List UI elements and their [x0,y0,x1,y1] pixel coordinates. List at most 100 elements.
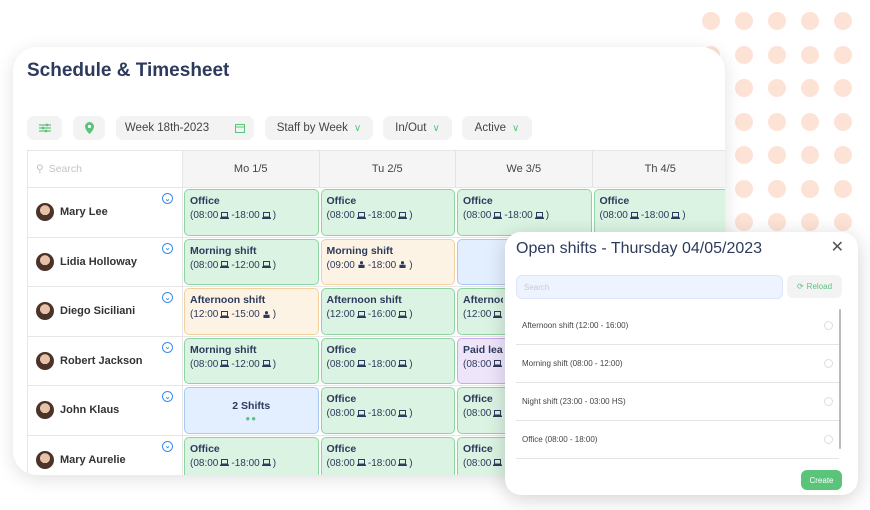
shift-block[interactable]: Office (08:00-18:00) [320,387,455,434]
staff-name-cell: Diego Siciliani ⌄ [27,287,183,336]
inout-select[interactable]: In/Out ∨ [383,116,452,140]
shift-cell[interactable]: Office (08:00-18:00) [456,188,593,237]
shift-block[interactable]: Afternoon shift (12:00-16:00) [320,288,455,335]
shift-time: (08:00-18:00) [190,457,277,469]
person-icon [358,261,365,269]
staff-name: Mary Lee [60,206,108,219]
decor-dot [801,179,819,198]
shift-cell[interactable]: Office (08:00-18:00) [320,337,457,386]
decor-dot [801,45,819,64]
shift-cell[interactable]: Morning shift (09:00 -18:00) [320,238,457,287]
calendar-icon [235,124,246,133]
shift-cell[interactable]: Office (08:00-18:00) [183,436,320,475]
expand-chevron-icon[interactable]: ⌄ [162,391,173,402]
staff-name: Diego Siciliani [60,305,136,318]
open-shift-item[interactable]: Night shift (23:00 - 03:00 HS) [516,383,839,421]
shift-cell[interactable]: Morning shift (08:00 -12:00) [183,337,320,386]
laptop-icon [493,459,503,467]
decor-dot [834,213,852,231]
shift-title: Office [190,195,220,207]
shift-block[interactable]: Office (08:00-18:00) [593,189,725,236]
shift-block[interactable]: Office (08:00-18:00) [320,189,455,236]
decor-dot [735,179,753,198]
shift-block[interactable]: Morning shift (09:00 -18:00) [320,238,455,285]
shift-title: Office [326,195,357,207]
shift-cell[interactable]: Office (08:00-18:00) [320,188,457,237]
laptop-icon [261,360,271,368]
radio-button[interactable] [824,397,833,406]
shift-cell[interactable]: Afternoon shift (12:00 -15:00) [183,287,320,336]
shift-block[interactable]: Morning shift (08:00 -12:00) [184,337,319,384]
staff-name-cell: Mary Aurelie ⌄ [27,435,183,475]
shift-block[interactable]: Afternoon shift (12:00 -15:00) [184,288,319,335]
decor-dot [834,146,852,164]
shift-title: Office [463,393,493,405]
start-time: 12:00 [193,309,219,320]
partially-covered-content: Paid leave (08:00-18:00) [463,344,503,370]
start-time: 08:00 [329,358,355,370]
shift-block[interactable]: Office (08:00-18:00) [184,436,319,475]
shift-cell[interactable]: Office (08:00-18:00) [593,188,725,237]
shift-cell[interactable]: Afternoon shift (12:00-16:00) [320,287,457,336]
radio-button[interactable] [824,435,833,444]
day-header: We 3/5 [456,151,593,187]
avatar [36,450,54,469]
shift-cell[interactable]: 2 Shifts ●● [183,386,320,435]
expand-chevron-icon[interactable]: ⌄ [162,193,173,204]
staff-name: John Klaus [60,404,120,417]
open-shift-label: Morning shift (08:00 - 12:00) [522,359,623,368]
shift-search-input[interactable]: Search [516,275,783,299]
shift-block[interactable]: Office (08:00-18:00) [184,189,319,236]
decor-dot [735,146,753,164]
start-time: 08:00 [193,259,219,271]
laptop-icon [493,211,503,219]
decor-dot [834,12,852,30]
laptop-icon [398,459,408,467]
scrollbar[interactable] [839,309,841,449]
shift-time: (08:00 -12:00) [190,259,277,271]
dialog-title: Open shifts - Thursday 04/05/2023 [516,240,763,257]
end-time: 18:00 [371,457,397,469]
end-time: 18:00 [371,210,397,221]
radio-button[interactable] [824,359,833,368]
partially-covered-content: Office (08:00-18:00) [463,443,503,469]
view-select[interactable]: Staff by Week ∨ [265,116,373,140]
reload-button[interactable]: ⟳ Reload [787,275,842,298]
open-shift-item[interactable]: Office (08:00 - 18:00) [516,421,839,459]
shift-block[interactable]: Office (08:00-18:00) [320,436,455,475]
close-icon[interactable]: ✕ [830,239,844,256]
decor-dot [768,45,786,64]
staff-row: Mary Lee ⌄ Office (08:00 -18:00) Office (08:00… [27,188,725,238]
shift-title: Office [326,442,357,455]
end-time: 18:00 [371,358,397,370]
shift-cell[interactable]: Office (08:00-18:00) [183,188,320,237]
shift-cell[interactable]: Morning shift (08:00 -12:00) [183,238,320,287]
start-time: 08:00 [466,210,492,221]
radio-button[interactable] [824,321,833,330]
week-picker[interactable]: Week 18th-2023 [116,116,254,140]
start-time: 09:00 [329,259,355,271]
expand-chevron-icon[interactable]: ⌄ [162,341,173,353]
location-button[interactable] [73,116,105,140]
shift-block[interactable]: Office (08:00-18:00) [457,189,592,236]
laptop-icon [493,409,503,417]
shift-cell[interactable]: Office (08:00-18:00) [320,436,457,475]
create-button[interactable]: Create [801,470,842,490]
expand-chevron-icon[interactable]: ⌄ [162,440,173,452]
open-shift-item[interactable]: Morning shift (08:00 - 12:00) [516,345,839,383]
status-select[interactable]: Active ∨ [462,116,532,140]
view-label: Staff by Week [276,122,348,134]
expand-chevron-icon[interactable]: ⌄ [162,292,173,303]
filter-button[interactable] [27,116,62,140]
expand-chevron-icon[interactable]: ⌄ [162,242,173,254]
shift-block[interactable]: Morning shift (08:00 -12:00) [184,238,319,285]
shift-block[interactable]: 2 Shifts ●● [184,387,319,434]
chevron-down-icon: ∨ [512,122,520,134]
shift-cell[interactable]: Office (08:00-18:00) [320,386,457,435]
decor-dot [834,45,852,64]
start-time: 08:00 [193,457,219,469]
shift-block[interactable]: Office (08:00-18:00) [320,337,455,384]
sliders-icon [38,123,51,133]
open-shift-item[interactable]: Afternoon shift (12:00 - 16:00) [516,307,839,345]
staff-search-input[interactable]: ⚲ Search [27,151,183,187]
